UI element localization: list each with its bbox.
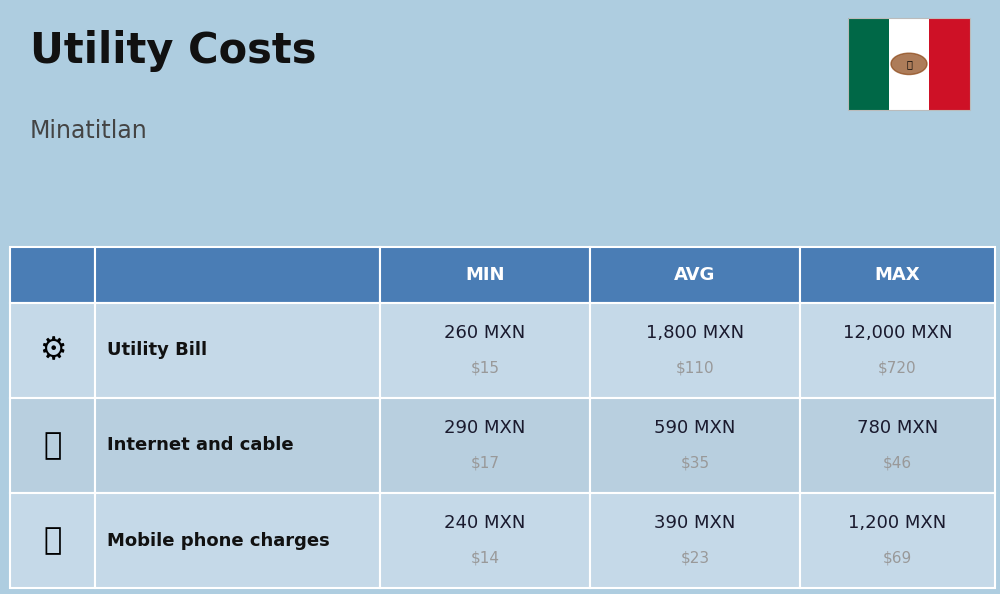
Text: ⚙: ⚙	[39, 336, 66, 365]
Bar	[889, 18, 929, 110]
Bar	[800, 398, 995, 493]
Text: Utility Costs: Utility Costs	[30, 30, 316, 72]
Text: Mobile phone charges: Mobile phone charges	[107, 532, 330, 549]
Text: 260 MXN: 260 MXN	[444, 324, 526, 342]
Text: MIN: MIN	[465, 266, 505, 284]
Text: 1,800 MXN: 1,800 MXN	[646, 324, 744, 342]
Text: Internet and cable: Internet and cable	[107, 437, 294, 454]
Bar	[95, 303, 380, 398]
Bar	[10, 247, 95, 303]
Text: MAX: MAX	[875, 266, 920, 284]
Text: 590 MXN: 590 MXN	[654, 419, 736, 437]
Text: AVG: AVG	[674, 266, 716, 284]
Text: $14: $14	[471, 550, 500, 565]
Bar	[590, 493, 800, 588]
Text: $15: $15	[471, 360, 500, 375]
Bar	[590, 303, 800, 398]
Text: Utility Bill: Utility Bill	[107, 342, 207, 359]
Bar	[380, 398, 590, 493]
Bar	[95, 493, 380, 588]
Text: 290 MXN: 290 MXN	[444, 419, 526, 437]
Text: 390 MXN: 390 MXN	[654, 514, 736, 532]
Bar	[10, 398, 95, 493]
Bar	[95, 247, 380, 303]
Bar	[929, 18, 970, 110]
Bar	[590, 398, 800, 493]
Text: 📱: 📱	[43, 526, 62, 555]
Text: $110: $110	[676, 360, 714, 375]
Bar	[380, 247, 590, 303]
Text: $69: $69	[883, 550, 912, 565]
Text: $23: $23	[680, 550, 710, 565]
Text: Minatitlan: Minatitlan	[30, 119, 148, 143]
Text: $46: $46	[883, 455, 912, 470]
Bar	[800, 493, 995, 588]
Text: 12,000 MXN: 12,000 MXN	[843, 324, 952, 342]
Text: $35: $35	[680, 455, 710, 470]
Bar	[380, 493, 590, 588]
Bar	[800, 303, 995, 398]
Bar	[10, 493, 95, 588]
Text: $720: $720	[878, 360, 917, 375]
Text: 240 MXN: 240 MXN	[444, 514, 526, 532]
Text: 📡: 📡	[43, 431, 62, 460]
Bar	[848, 18, 970, 110]
Bar	[95, 398, 380, 493]
Bar	[380, 303, 590, 398]
Text: $17: $17	[471, 455, 500, 470]
Text: 🦅: 🦅	[906, 59, 912, 69]
Text: 1,200 MXN: 1,200 MXN	[848, 514, 947, 532]
Bar	[590, 247, 800, 303]
Circle shape	[891, 53, 927, 75]
Bar	[848, 18, 889, 110]
Text: 780 MXN: 780 MXN	[857, 419, 938, 437]
Bar	[10, 303, 95, 398]
Bar	[800, 247, 995, 303]
